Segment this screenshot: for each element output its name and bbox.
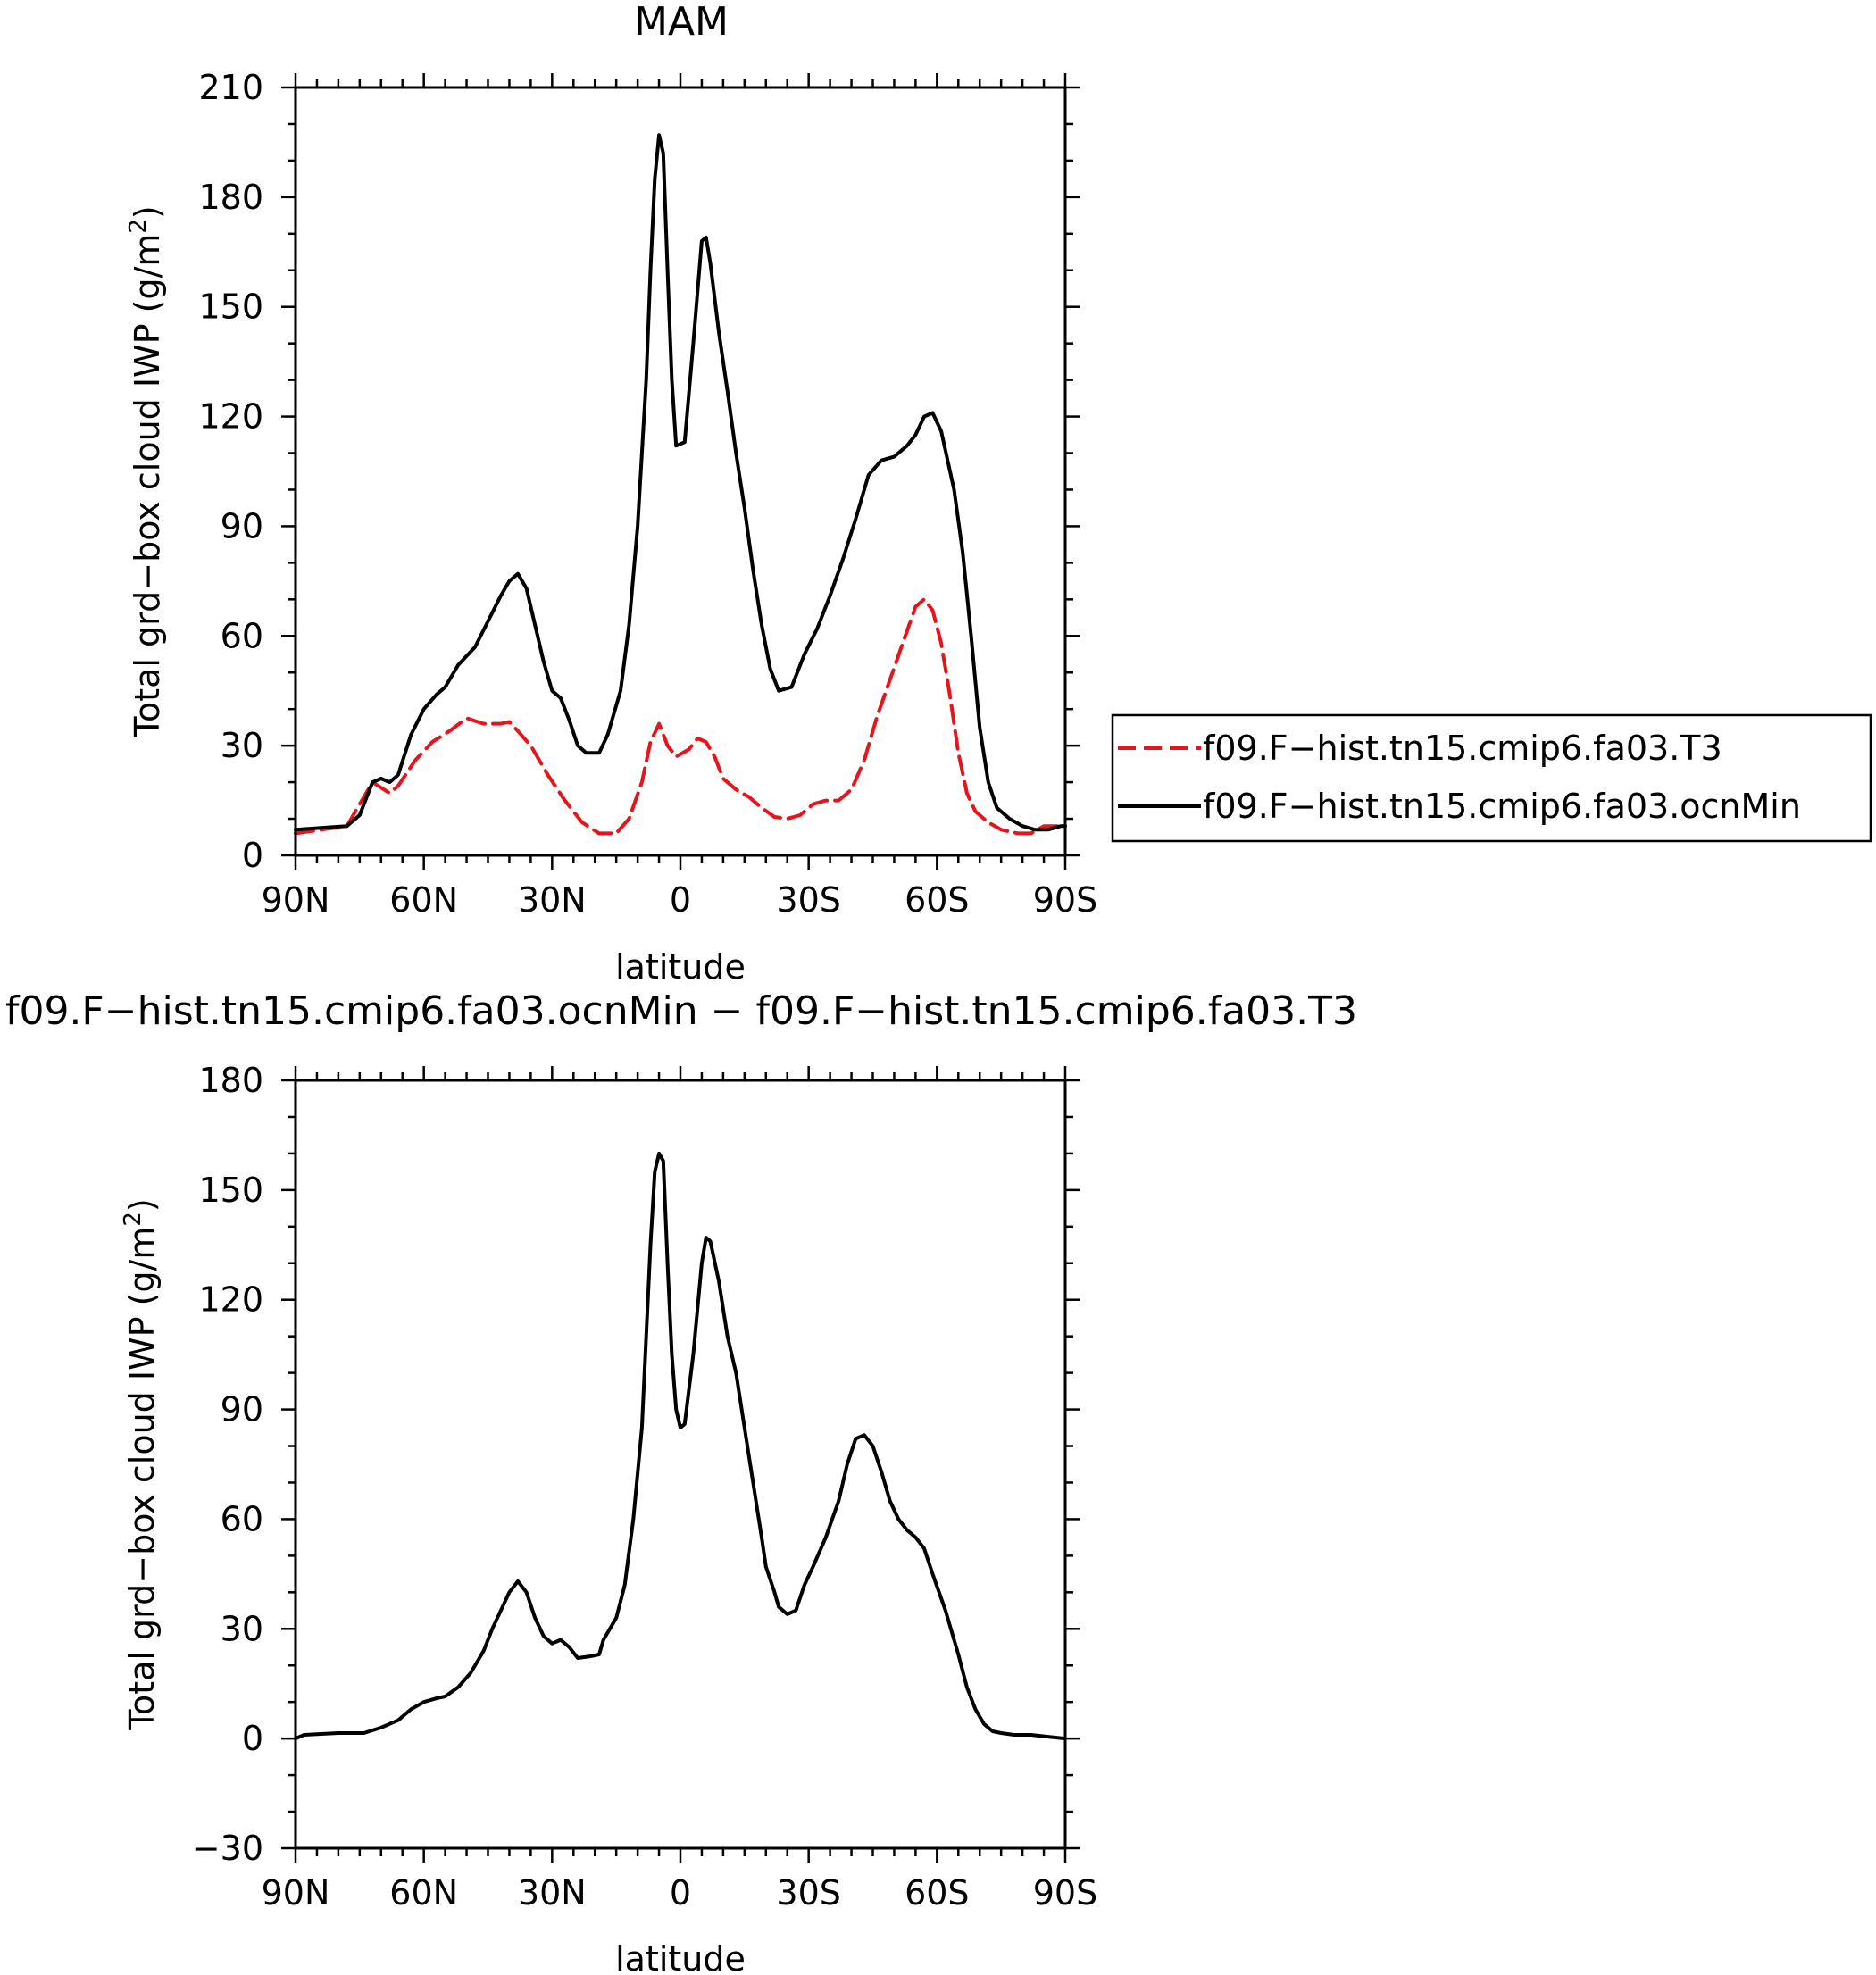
- series-line-1-0: [294, 1151, 1067, 1741]
- top-chart-xlabel: latitude: [615, 947, 746, 987]
- y-tick-label: 0: [242, 1719, 263, 1758]
- y-tick-label: 180: [198, 178, 263, 217]
- bottom-chart-series: [294, 1151, 1067, 1741]
- y-tick-label: 120: [198, 1280, 263, 1320]
- x-tick-label: 30N: [518, 1873, 587, 1912]
- y-tick-label: 30: [221, 1609, 263, 1648]
- bottom-chart: f09.F−hist.tn15.cmip6.fa03.ocnMin − f09.…: [5, 988, 1357, 1975]
- x-tick-label: 90N: [262, 880, 330, 920]
- x-tick-label: 0: [670, 880, 691, 920]
- y-tick-label: 90: [221, 1390, 263, 1429]
- legend-box: [1111, 713, 1872, 843]
- legend-label-t3: f09.F−hist.tn15.cmip6.fa03.T3: [1203, 729, 1722, 768]
- y-tick-label: 120: [198, 397, 263, 437]
- top-chart: MAM 90N 60N 30N 0 30S 60S 90S 0 30 60 90 120 150 180 2…: [125, 0, 1872, 987]
- y-tick-label: 180: [198, 1061, 263, 1100]
- top-chart-ylabel: Total grd−box cloud IWP (g/m2): [125, 205, 167, 738]
- bottom-chart-xlabel: latitude: [615, 1939, 746, 1975]
- top-chart-frame: [294, 86, 1067, 857]
- x-tick-label: 60S: [905, 880, 969, 920]
- top-chart-series: [294, 133, 1067, 836]
- bottom-chart-tick-labels: 90N 60N 30N 0 30S 60S 90S −30 0 30 60 90 120 150 180: [192, 1061, 1097, 1912]
- y-tick-label: 60: [221, 1499, 263, 1538]
- x-tick-label: 90S: [1033, 880, 1097, 920]
- x-tick-label: 60N: [389, 1873, 458, 1912]
- x-tick-label: 0: [670, 1873, 691, 1912]
- x-tick-label: 60S: [905, 1873, 969, 1912]
- legend: f09.F−hist.tn15.cmip6.fa03.T3 f09.F−hist…: [1111, 713, 1872, 843]
- top-chart-title: MAM: [634, 0, 729, 45]
- x-tick-label: 30N: [518, 880, 587, 920]
- bottom-chart-ylabel: Total grd−box cloud IWP (g/m2): [120, 1198, 162, 1731]
- y-tick-label: 210: [198, 68, 263, 107]
- top-chart-ticks: [281, 73, 1080, 870]
- legend-label-ocnmin: f09.F−hist.tn15.cmip6.fa03.ocnMin: [1203, 787, 1801, 826]
- bottom-chart-frame: [294, 1079, 1067, 1850]
- y-tick-label: 60: [221, 616, 263, 655]
- x-tick-label: 90S: [1033, 1873, 1097, 1912]
- bottom-chart-ticks: [281, 1066, 1080, 1862]
- top-chart-tick-labels: 90N 60N 30N 0 30S 60S 90S 0 30 60 90 120 150 180 210: [198, 68, 1097, 920]
- y-tick-label: 90: [221, 506, 263, 546]
- y-tick-label: 30: [221, 726, 263, 765]
- y-tick-label: −30: [192, 1829, 263, 1868]
- x-tick-label: 30S: [776, 880, 840, 920]
- y-tick-label: 150: [198, 288, 263, 327]
- bottom-chart-title: f09.F−hist.tn15.cmip6.fa03.ocnMin − f09.…: [5, 988, 1357, 1034]
- x-tick-label: 30S: [776, 1873, 840, 1912]
- x-tick-label: 90N: [262, 1873, 330, 1912]
- series-line-0-0: [294, 597, 1067, 836]
- x-tick-label: 60N: [389, 880, 458, 920]
- y-tick-label: 150: [198, 1171, 263, 1210]
- y-tick-label: 0: [242, 836, 263, 875]
- series-line-0-1: [294, 133, 1067, 832]
